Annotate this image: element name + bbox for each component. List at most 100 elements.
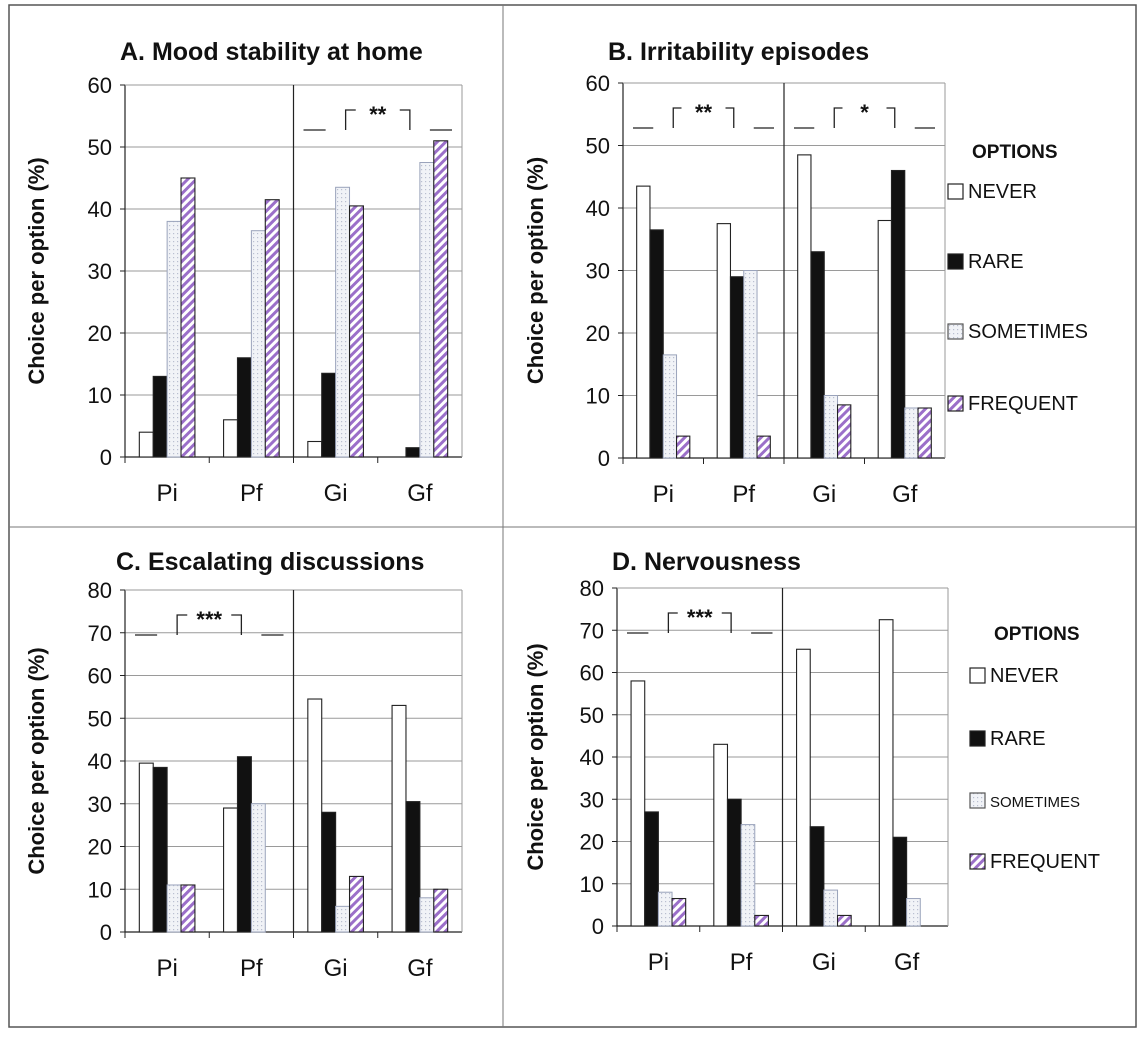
y-tick-label: 70: [88, 621, 112, 646]
y-tick-label: 20: [88, 321, 112, 346]
y-tick-label: 70: [580, 618, 604, 643]
bar-sometimes-gf: [906, 898, 921, 927]
bar-frequent-gf: [433, 140, 449, 458]
legend-label-sometimes: SOMETIMES: [968, 321, 1088, 343]
x-tick-label: Gi: [812, 481, 836, 508]
bracket-line: [725, 107, 735, 128]
bar-sometimes-gf: [419, 897, 435, 933]
y-tick-label: 40: [88, 197, 112, 222]
y-tick-label: 20: [580, 830, 604, 855]
y-tick-label: 50: [580, 703, 604, 728]
x-tick-label: Pf: [240, 955, 263, 982]
x-tick-label: Pf: [240, 480, 263, 507]
bar-never-pf: [223, 419, 239, 458]
bar-frequent-gi: [836, 914, 852, 927]
panel-title: D. Nervousness: [612, 548, 801, 576]
bracket-line: [344, 109, 356, 130]
bracket-line: [886, 107, 896, 128]
x-tick-label: Pi: [156, 955, 177, 982]
x-tick-label: Pf: [730, 949, 753, 976]
bar-sometimes-pf: [740, 824, 756, 927]
bar-never-pi: [138, 431, 154, 458]
bar-frequent-pf: [754, 914, 769, 927]
y-tick-label: 10: [586, 384, 610, 409]
legend-swatch-rare: [969, 730, 986, 747]
y-tick-label: 30: [580, 787, 604, 812]
legend-title: OPTIONS: [972, 142, 1058, 163]
legend-label-never: NEVER: [968, 181, 1037, 203]
y-tick-label: 60: [580, 661, 604, 686]
bracket-line: [176, 614, 188, 635]
legend-swatch-frequent: [969, 853, 986, 870]
y-tick-label: 40: [580, 745, 604, 770]
bracket-line: [399, 109, 411, 130]
y-tick-label: 30: [88, 259, 112, 284]
legend-label-frequent: FREQUENT: [990, 851, 1100, 873]
y-tick-label: 40: [88, 749, 112, 774]
y-tick-label: 0: [592, 914, 604, 939]
bar-rare-pf: [236, 357, 252, 458]
bar-rare-gf: [405, 447, 421, 458]
significance-bracket: ***: [627, 605, 773, 634]
y-tick-label: 10: [580, 872, 604, 897]
bar-rare-gi: [321, 811, 337, 933]
bar-frequent-pf: [756, 435, 771, 459]
bar-frequent-gi: [348, 875, 364, 933]
legend-label-rare: RARE: [990, 728, 1046, 750]
significance-label: *: [860, 100, 869, 125]
bar-never-gf: [391, 704, 407, 933]
y-tick-label: 50: [88, 706, 112, 731]
bracket-line: [231, 614, 243, 635]
bracket-line: [721, 612, 732, 633]
legend-swatch-sometimes: [969, 792, 986, 809]
y-tick-label: 50: [586, 134, 610, 159]
figure-border: [8, 4, 1137, 1028]
y-tick-label: 10: [88, 383, 112, 408]
bar-never-gf: [878, 619, 894, 927]
y-tick-label: 20: [586, 321, 610, 346]
bar-rare-gf: [890, 169, 906, 459]
bar-never-pf: [713, 743, 729, 927]
x-tick-label: Gf: [894, 949, 920, 976]
significance-bracket: **: [633, 100, 774, 129]
bracket-line: [672, 107, 682, 128]
panel-c: C. Escalating discussions Choice per opti…: [24, 548, 463, 982]
bar-sometimes-pi: [662, 354, 678, 459]
y-tick-label: 60: [88, 664, 112, 689]
bar-sometimes-pf: [250, 230, 266, 458]
panel-b: B. Irritability episodes Choice per optio…: [523, 38, 1088, 508]
y-tick-label: 10: [88, 877, 112, 902]
y-tick-label: 50: [88, 135, 112, 160]
bar-sometimes-gi: [823, 395, 839, 459]
bar-frequent-pi: [675, 435, 691, 459]
bar-sometimes-pi: [657, 891, 673, 927]
bracket-line: [667, 612, 678, 633]
panels: A. Mood stability at home Choice per opti…: [24, 38, 1100, 982]
panel-title: A. Mood stability at home: [120, 38, 423, 66]
x-tick-label: Pi: [156, 480, 177, 507]
y-tick-label: 40: [586, 196, 610, 221]
bar-frequent-gf: [433, 888, 449, 933]
bar-frequent-pf: [264, 199, 280, 458]
panel-d: D. Nervousness Choice per option (%) 0 10 20…: [523, 548, 1100, 976]
bar-frequent-pi: [180, 177, 196, 458]
bar-rare-pi: [152, 375, 168, 458]
bar-sometimes-gf: [904, 407, 919, 459]
bar-rare-pi: [152, 766, 168, 933]
bar-rare-pi: [644, 811, 659, 927]
y-tick-label: 30: [88, 792, 112, 817]
bar-never-gi: [796, 648, 811, 927]
y-tick-label: 30: [586, 259, 610, 284]
bar-never-gi: [797, 154, 812, 459]
panel-title: C. Escalating discussions: [116, 548, 424, 576]
x-tick-label: Pf: [732, 481, 755, 508]
bar-sometimes-pf: [743, 270, 758, 459]
bar-never-pi: [630, 680, 646, 927]
bar-sometimes-gf: [419, 162, 435, 458]
bar-rare-gf: [892, 836, 908, 927]
legend-label-sometimes: SOMETIMES: [990, 794, 1080, 811]
bracket-line: [833, 107, 843, 128]
x-tick-label: Gi: [324, 955, 348, 982]
